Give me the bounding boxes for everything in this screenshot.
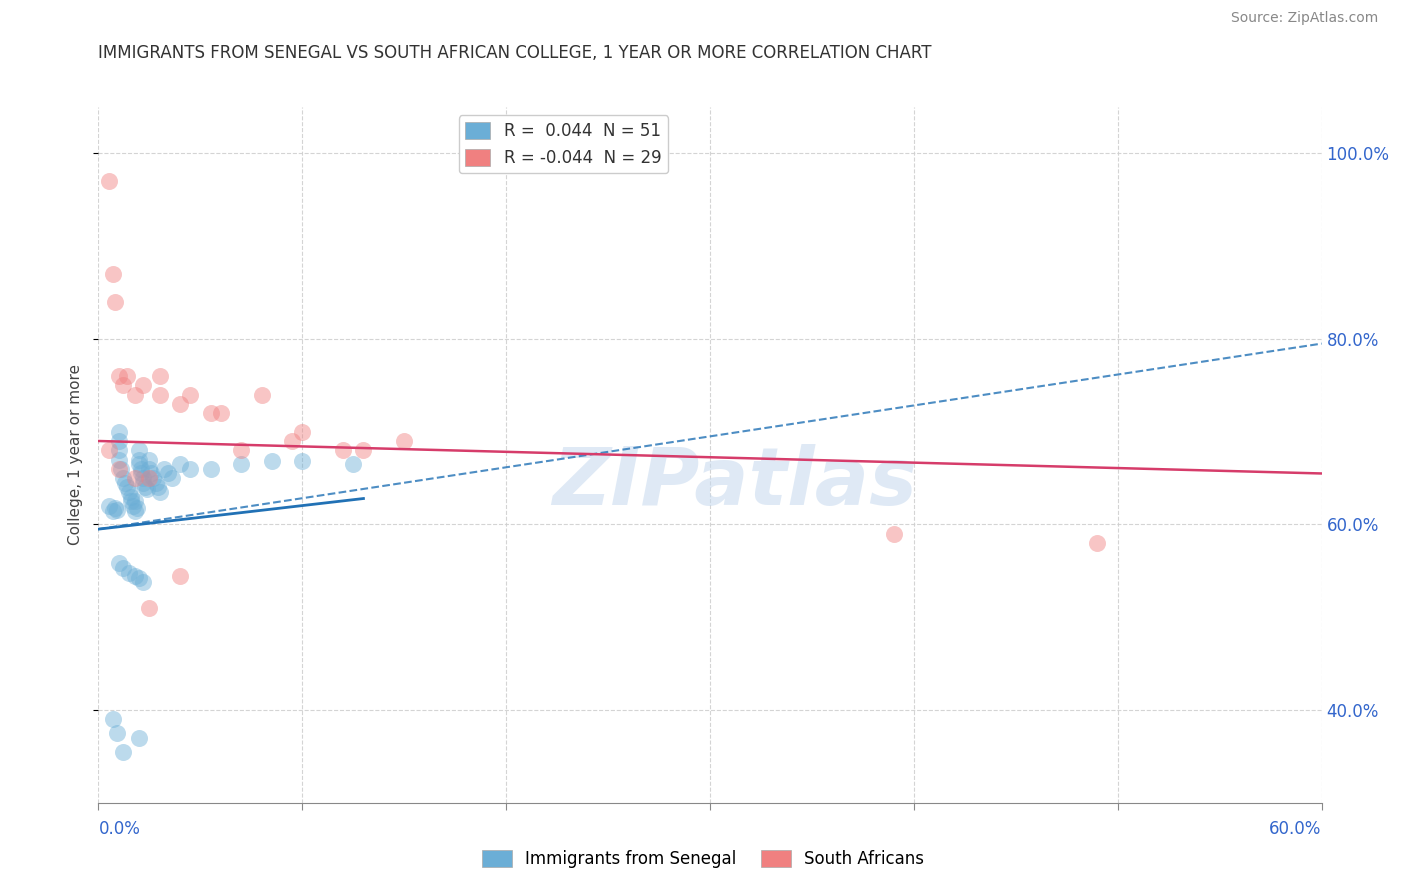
Point	[149, 369, 172, 384]
Point	[105, 726, 128, 740]
Point	[142, 471, 165, 485]
Text: 60.0%: 60.0%	[1270, 820, 1322, 838]
Point	[179, 387, 201, 401]
Point	[231, 457, 253, 471]
Point	[132, 574, 155, 589]
Point	[134, 480, 156, 494]
Legend: Immigrants from Senegal, South Africans: Immigrants from Senegal, South Africans	[475, 843, 931, 875]
Point	[111, 561, 134, 575]
Legend: R =  0.044  N = 51, R = -0.044  N = 29: R = 0.044 N = 51, R = -0.044 N = 29	[458, 115, 668, 173]
Point	[128, 571, 150, 585]
Point	[132, 471, 155, 485]
Point	[128, 452, 150, 467]
Point	[120, 490, 142, 504]
Point	[104, 500, 127, 515]
Point	[124, 471, 146, 485]
Text: ZIPatlas: ZIPatlas	[553, 443, 917, 522]
Point	[128, 731, 150, 745]
Point	[160, 471, 183, 485]
Point	[101, 267, 124, 281]
Point	[101, 503, 124, 517]
Point	[122, 499, 145, 513]
Point	[108, 434, 131, 448]
Point	[115, 369, 138, 384]
Point	[260, 454, 283, 468]
Point	[169, 568, 191, 582]
Point	[111, 471, 134, 485]
Point	[111, 745, 134, 759]
Point	[145, 475, 167, 490]
Point	[124, 568, 146, 582]
Y-axis label: College, 1 year or more: College, 1 year or more	[67, 365, 83, 545]
Point	[115, 480, 138, 494]
Point	[291, 454, 314, 468]
Point	[200, 462, 222, 476]
Point	[1085, 536, 1108, 550]
Point	[127, 500, 149, 515]
Point	[141, 467, 163, 481]
Point	[250, 387, 273, 401]
Point	[104, 294, 127, 309]
Point	[110, 462, 132, 476]
Point	[124, 387, 146, 401]
Point	[149, 485, 172, 500]
Point	[129, 462, 152, 476]
Point	[108, 425, 131, 439]
Point	[352, 443, 374, 458]
Point	[129, 467, 152, 481]
Point	[111, 378, 134, 392]
Point	[124, 503, 146, 517]
Point	[332, 443, 354, 458]
Text: 0.0%: 0.0%	[98, 820, 141, 838]
Point	[108, 443, 131, 458]
Point	[118, 566, 141, 580]
Point	[101, 712, 124, 726]
Point	[108, 557, 131, 571]
Point	[152, 462, 174, 476]
Point	[392, 434, 416, 448]
Point	[179, 462, 201, 476]
Point	[108, 452, 131, 467]
Point	[108, 369, 131, 384]
Text: Source: ZipAtlas.com: Source: ZipAtlas.com	[1230, 12, 1378, 25]
Point	[291, 425, 314, 439]
Point	[120, 494, 142, 508]
Point	[118, 485, 141, 500]
Point	[342, 457, 364, 471]
Point	[97, 499, 120, 513]
Point	[124, 494, 146, 508]
Point	[128, 443, 150, 458]
Point	[138, 452, 160, 467]
Point	[128, 457, 150, 471]
Point	[114, 475, 136, 490]
Point	[149, 387, 172, 401]
Point	[132, 378, 155, 392]
Point	[97, 443, 120, 458]
Point	[97, 174, 120, 188]
Point	[132, 475, 155, 490]
Point	[883, 526, 905, 541]
Point	[108, 462, 131, 476]
Point	[105, 502, 128, 516]
Point	[138, 471, 160, 485]
Point	[169, 397, 191, 411]
Point	[146, 480, 169, 494]
Point	[169, 457, 191, 471]
Point	[136, 482, 159, 496]
Point	[281, 434, 304, 448]
Text: IMMIGRANTS FROM SENEGAL VS SOUTH AFRICAN COLLEGE, 1 YEAR OR MORE CORRELATION CHA: IMMIGRANTS FROM SENEGAL VS SOUTH AFRICAN…	[98, 44, 932, 62]
Point	[209, 406, 232, 420]
Point	[231, 443, 253, 458]
Point	[138, 462, 160, 476]
Point	[156, 467, 179, 481]
Point	[200, 406, 222, 420]
Point	[138, 601, 160, 615]
